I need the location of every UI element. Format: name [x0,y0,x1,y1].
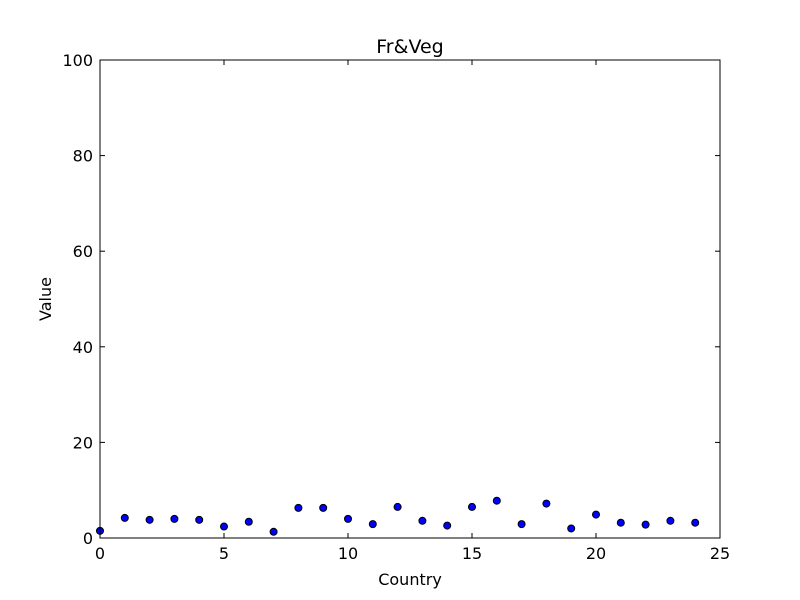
x-tick-label: 0 [95,544,105,563]
data-point [294,503,303,512]
data-point [666,516,675,525]
data-point [641,520,650,529]
data-point [344,514,352,523]
data-point [517,520,526,529]
data-point [567,524,576,533]
data-point [592,510,600,519]
data-point [616,518,625,527]
x-tick-label: 5 [219,544,229,563]
x-axis-label: Country [378,570,442,589]
data-point [244,517,253,526]
axis-tick-labels: 0 5 10 15 20 25 0 20 40 60 80 100 [62,51,730,563]
plot-frame [99,59,721,539]
y-tick-label: 80 [73,147,93,166]
data-point [195,515,204,524]
data-point [542,499,551,508]
y-tick-label: 100 [62,51,93,70]
x-tick-label: 20 [586,544,606,563]
y-tick-label: 20 [73,433,93,452]
data-point [368,520,377,529]
data-point [418,516,427,525]
data-point [443,521,452,530]
data-point [220,522,228,531]
data-point [468,502,476,511]
data-point [120,513,129,522]
x-tick-label: 15 [462,544,482,563]
data-point [319,503,328,512]
data-point [691,518,700,527]
chart-title: Fr&Veg [376,36,443,58]
y-tick-label: 60 [73,242,93,261]
y-axis-label: Value [36,277,55,321]
data-point [269,527,278,536]
y-tick-label: 0 [83,529,93,548]
data-point [393,502,402,511]
data-point [170,514,179,523]
data-point [492,496,501,505]
x-tick-label: 10 [338,544,358,563]
data-points [96,496,700,536]
x-tick-label: 25 [710,544,730,563]
y-tick-label: 40 [73,338,93,357]
data-point [145,515,154,524]
